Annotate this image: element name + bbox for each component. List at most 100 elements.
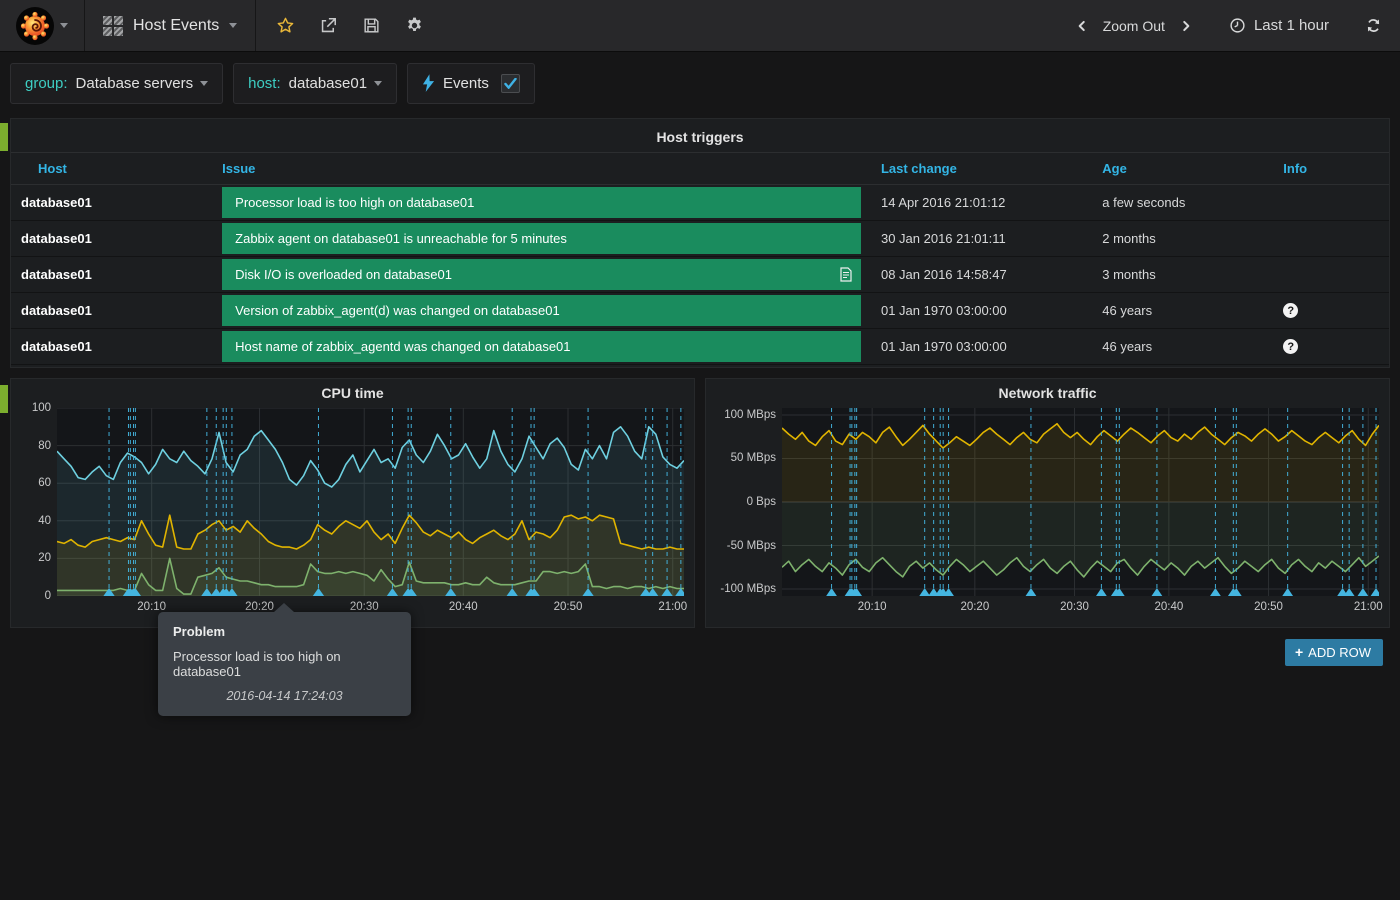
x-tick-label: 20:40 xyxy=(448,601,478,613)
y-axis: 0 20 40 60 80 100 xyxy=(21,402,57,602)
column-header-host[interactable]: Host xyxy=(11,152,213,185)
table-row: database01 Disk I/O is overloaded on dat… xyxy=(11,256,1389,293)
y-tick-label: 100 xyxy=(31,402,51,414)
y-tick-label: -100 MBps xyxy=(720,583,776,596)
dashboard-grid-icon xyxy=(103,15,123,36)
document-icon[interactable] xyxy=(840,267,852,282)
x-axis: 20:10 20:20 20:30 20:40 20:50 21:00 xyxy=(782,596,1383,618)
host-variable-dropdown[interactable]: host: database01 xyxy=(233,63,398,104)
star-icon[interactable] xyxy=(276,16,295,35)
last-change-cell: 14 Apr 2016 21:01:12 xyxy=(870,184,1093,221)
group-variable-label: group: xyxy=(25,75,68,92)
time-range-picker[interactable]: Last 1 hour xyxy=(1229,17,1329,34)
x-tick-label: 20:20 xyxy=(960,601,990,613)
info-cell: ? xyxy=(1273,292,1389,329)
column-header-age[interactable]: Age xyxy=(1092,152,1274,185)
panel-title[interactable]: Network traffic xyxy=(998,385,1097,401)
share-icon[interactable] xyxy=(319,16,338,35)
clock-icon xyxy=(1230,18,1245,33)
issue-cell: Processor load is too high on database01 xyxy=(212,184,871,221)
y-tick-label: -50 MBps xyxy=(726,539,776,552)
navbar: Host Events Zoom Out Last 1 hour xyxy=(0,0,1400,52)
x-tick-label: 20:50 xyxy=(1254,601,1283,613)
x-tick-label: 20:10 xyxy=(137,601,167,613)
help-icon[interactable]: ? xyxy=(1283,339,1299,354)
help-icon[interactable]: ? xyxy=(1283,303,1299,318)
row-menu-handle[interactable] xyxy=(0,123,8,151)
cpu-time-plot[interactable] xyxy=(57,408,684,596)
host-triggers-panel: Host triggers Host Issue Last change Age… xyxy=(10,118,1390,368)
table-row: database01 Processor load is too high on… xyxy=(11,184,1389,221)
y-tick-label: 50 MBps xyxy=(730,452,776,465)
chevron-down-icon xyxy=(200,81,209,86)
y-tick-label: 40 xyxy=(38,514,51,527)
refresh-icon xyxy=(1367,19,1380,32)
age-cell: 46 years xyxy=(1092,292,1274,329)
host-variable-value[interactable]: database01 xyxy=(288,75,368,92)
x-tick-label: 20:20 xyxy=(245,601,274,613)
network-traffic-plot[interactable] xyxy=(782,408,1379,596)
grafana-menu[interactable] xyxy=(0,0,85,51)
table-row: database01 Version of zabbix_agent(d) wa… xyxy=(11,292,1389,329)
x-axis: 20:10 20:20 20:30 20:40 20:50 21:00 xyxy=(57,596,687,618)
panel-title[interactable]: CPU time xyxy=(321,385,384,401)
last-change-cell: 01 Jan 1970 03:00:00 xyxy=(870,328,1093,365)
plus-icon: + xyxy=(1294,644,1304,660)
dashboard-title[interactable]: Host Events xyxy=(133,16,220,34)
issue-severity-pill[interactable]: Processor load is too high on database01 xyxy=(222,187,861,218)
info-cell xyxy=(1273,184,1389,221)
refresh-button[interactable] xyxy=(1365,17,1382,34)
info-cell: ? xyxy=(1273,328,1389,365)
events-annotation-toggle[interactable]: Events xyxy=(407,63,535,104)
issue-severity-pill[interactable]: Disk I/O is overloaded on database01 xyxy=(222,259,861,290)
x-tick-label: 20:10 xyxy=(857,601,887,613)
tooltip-title: Problem xyxy=(173,624,226,639)
annotation-tooltip: Problem Processor load is too high on da… xyxy=(158,603,411,716)
host-variable-label: host: xyxy=(248,75,281,92)
group-variable-value[interactable]: Database servers xyxy=(75,75,194,92)
age-cell: 3 months xyxy=(1092,256,1274,293)
time-forward-button[interactable] xyxy=(1179,19,1193,33)
y-tick-label: 0 xyxy=(44,590,51,602)
column-header-info[interactable]: Info xyxy=(1273,152,1389,185)
column-header-last-change[interactable]: Last change xyxy=(870,152,1093,185)
events-checkbox[interactable] xyxy=(500,74,520,93)
age-cell: a few seconds xyxy=(1092,184,1274,221)
y-tick-label: 0 Bps xyxy=(746,496,776,508)
info-cell xyxy=(1273,220,1389,257)
chevron-down-icon xyxy=(374,81,383,86)
age-cell: 46 years xyxy=(1092,328,1274,365)
gear-icon[interactable] xyxy=(405,16,424,35)
group-variable-dropdown[interactable]: group: Database servers xyxy=(10,63,224,104)
y-tick-label: 60 xyxy=(38,477,51,490)
table-row: database01 Host name of zabbix_agentd wa… xyxy=(11,328,1389,365)
host-cell: database01 xyxy=(11,220,213,257)
row-menu-handle[interactable] xyxy=(0,385,8,413)
last-change-cell: 01 Jan 1970 03:00:00 xyxy=(870,292,1093,329)
info-cell xyxy=(1273,256,1389,293)
x-tick-label: 21:00 xyxy=(1353,601,1383,613)
chevron-right-icon xyxy=(1183,20,1190,31)
panel-title[interactable]: Host triggers xyxy=(656,129,744,145)
issue-severity-pill[interactable]: Version of zabbix_agent(d) was changed o… xyxy=(222,295,861,326)
issue-severity-pill[interactable]: Host name of zabbix_agentd was changed o… xyxy=(222,331,861,362)
y-tick-label: 20 xyxy=(38,552,51,565)
tooltip-time: 2016-04-14 17:24:03 xyxy=(226,689,343,703)
chevron-down-icon xyxy=(229,23,238,28)
zoom-out-label: Zoom Out xyxy=(1102,17,1165,34)
save-icon[interactable] xyxy=(362,16,381,35)
add-row-button[interactable]: + ADD ROW xyxy=(1284,639,1383,666)
x-tick-label: 20:30 xyxy=(1060,601,1089,613)
issue-severity-pill[interactable]: Zabbix agent on database01 is unreachabl… xyxy=(222,223,861,254)
grafana-logo-icon[interactable] xyxy=(16,6,54,45)
lightning-icon xyxy=(422,74,435,92)
dashboard-picker[interactable]: Host Events xyxy=(85,0,257,51)
host-cell: database01 xyxy=(11,184,213,221)
column-header-issue[interactable]: Issue xyxy=(212,152,871,185)
zoom-out-button[interactable]: Zoom Out xyxy=(1103,18,1165,34)
y-axis: -100 MBps -50 MBps 0 Bps 50 MBps 100 MBps xyxy=(716,408,782,596)
time-range-label: Last 1 hour xyxy=(1253,17,1329,34)
last-change-cell: 30 Jan 2016 21:01:11 xyxy=(870,220,1093,257)
issue-cell: Disk I/O is overloaded on database01 xyxy=(212,256,871,293)
time-back-button[interactable] xyxy=(1075,19,1089,33)
